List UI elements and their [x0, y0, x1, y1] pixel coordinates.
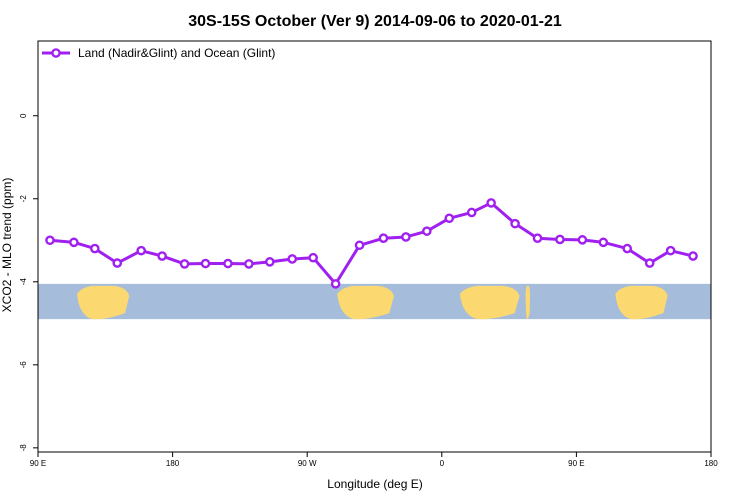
data-point [532, 233, 543, 243]
data-point [466, 207, 477, 218]
data-point [157, 251, 167, 261]
series-layer [45, 198, 698, 289]
x-tick-label: 90 W [298, 459, 317, 468]
data-point [136, 245, 146, 256]
land-mass [337, 285, 394, 320]
data-point [69, 237, 79, 248]
x-axis-label: Longitude (deg E) [327, 477, 422, 491]
y-axis-label: XCO2 - MLO trend (ppm) [0, 178, 14, 313]
land-mass [615, 285, 668, 320]
chart-title: 30S-15S October (Ver 9) 2014-09-06 to 20… [188, 13, 562, 30]
x-tick-label: 0 [440, 459, 445, 468]
x-tick-label: 90 E [568, 459, 584, 468]
data-point [265, 257, 275, 267]
plot-frame [37, 40, 712, 453]
map-strip [38, 283, 711, 320]
data-point [422, 226, 432, 236]
data-point [644, 258, 655, 268]
y-tick-label: -4 [19, 278, 28, 286]
data-point [444, 213, 455, 224]
data-point [665, 245, 676, 256]
y-tick-label: -2 [19, 195, 28, 203]
y-axis: 0 -2 -4 -6 -8 [19, 113, 38, 451]
data-point [330, 279, 341, 289]
data-point [179, 259, 190, 269]
y-tick-label: 0 [19, 113, 28, 118]
data-point [287, 254, 298, 264]
series-line [49, 201, 694, 286]
data-point [378, 233, 389, 243]
data-point [308, 252, 318, 263]
data-point [486, 198, 496, 208]
legend-marker [51, 48, 61, 58]
legend: Land (Nadir&Glint) and Ocean (Glint) [42, 46, 275, 60]
y-tick-label: -6 [19, 361, 28, 369]
data-point [688, 251, 698, 261]
data-point [112, 258, 123, 268]
data-point [45, 235, 55, 246]
data-point [244, 259, 254, 269]
data-point [622, 243, 633, 254]
x-tick-label: 180 [704, 459, 718, 468]
data-point [354, 240, 365, 251]
y-tick-label: -8 [19, 444, 28, 452]
data-point [577, 235, 588, 245]
land-mass [459, 285, 520, 320]
data-point [555, 234, 565, 245]
data-point [510, 218, 520, 229]
data-point [223, 258, 233, 269]
x-tick-label: 90 E [30, 459, 46, 468]
data-point [598, 237, 609, 248]
x-axis: 90 E 180 90 W 0 90 E 180 [30, 452, 718, 468]
x-tick-label: 180 [166, 459, 180, 468]
legend-label: Land (Nadir&Glint) and Ocean (Glint) [78, 46, 275, 60]
land-mass [76, 285, 130, 320]
data-point [90, 243, 100, 254]
data-point [200, 258, 211, 269]
data-point [401, 232, 411, 242]
land-mass [525, 285, 531, 320]
